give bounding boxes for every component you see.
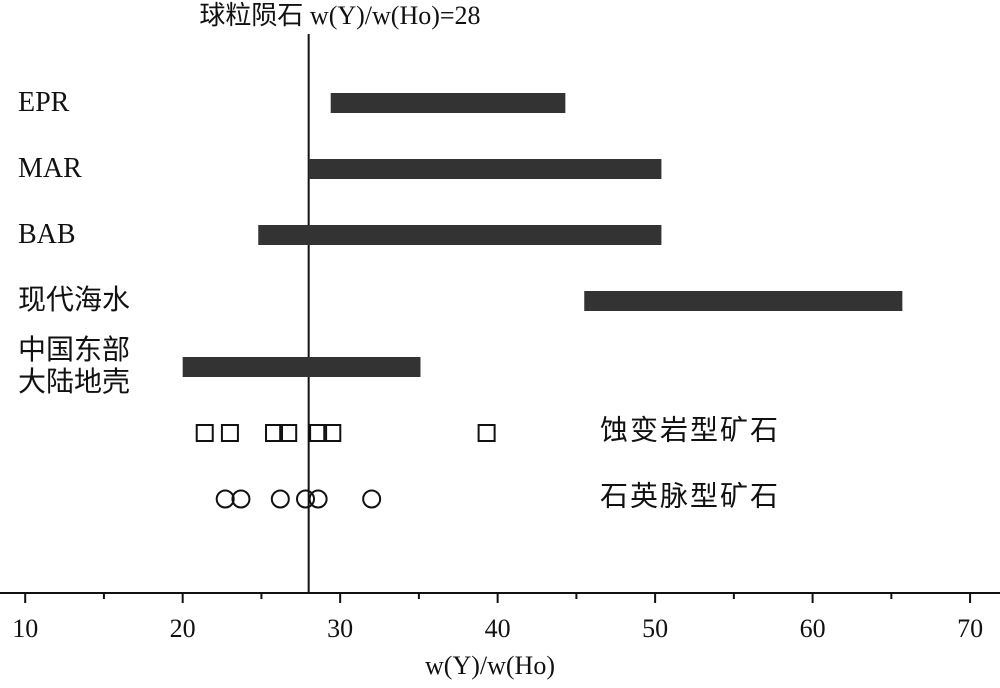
- x-tick-label: 50: [642, 614, 668, 643]
- point: [265, 424, 284, 442]
- group-label: 蚀变岩型矿石: [600, 414, 780, 446]
- point: [323, 424, 342, 442]
- point: [195, 424, 214, 442]
- point: [308, 489, 328, 509]
- annotation: 球粒陨石 w(Y)/w(Ho)=28: [199, 1, 480, 30]
- point: [477, 424, 496, 442]
- x-axis-label: w(Y)/w(Ho): [425, 651, 555, 680]
- x-tick-label: 70: [957, 614, 983, 643]
- category-label: 中国东部 大陆地壳: [18, 335, 131, 398]
- x-tick-label: 30: [327, 614, 353, 643]
- range-bar: [330, 93, 566, 113]
- category-label: 现代海水: [18, 285, 131, 316]
- category-label: MAR: [18, 153, 82, 184]
- point: [215, 489, 235, 509]
- point: [309, 424, 328, 442]
- point: [220, 424, 239, 442]
- point: [270, 489, 290, 509]
- range-bar: [584, 291, 903, 311]
- point: [362, 489, 382, 509]
- point: [231, 489, 251, 509]
- range-bar: [182, 357, 421, 377]
- x-tick-label: 60: [800, 614, 826, 643]
- range-bar: [258, 225, 662, 245]
- x-tick-label: 40: [485, 614, 511, 643]
- x-tick-label: 20: [170, 614, 196, 643]
- group-label: 石英脉型矿石: [600, 480, 780, 512]
- category-label: BAB: [18, 219, 76, 250]
- point: [279, 424, 298, 442]
- x-tick-label: 10: [12, 614, 38, 643]
- range-bar: [308, 159, 662, 179]
- category-label: EPR: [18, 87, 70, 118]
- point: [296, 489, 316, 509]
